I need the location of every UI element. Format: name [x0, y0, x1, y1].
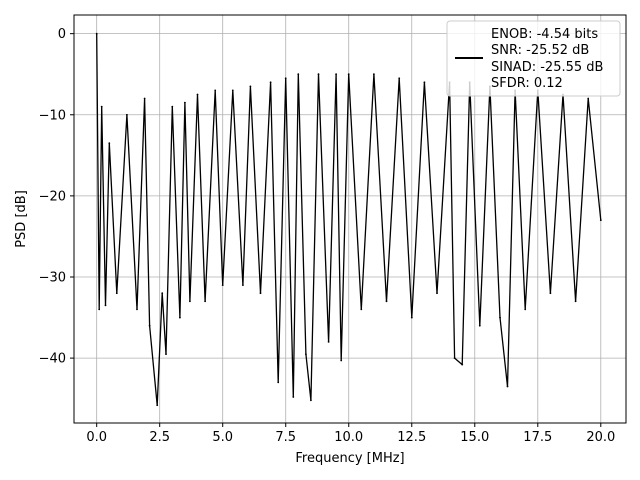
psd-data-point — [277, 381, 280, 384]
y-tick-label: −40 — [39, 352, 66, 367]
psd-data-point — [136, 308, 138, 311]
x-tick-label: 0.0 — [86, 430, 107, 445]
psd-data-point — [335, 73, 337, 76]
psd-data-point — [126, 113, 128, 116]
legend-entry-snr: SNR: -25.52 dB — [491, 43, 589, 58]
psd-data-point — [284, 77, 287, 80]
legend-box — [446, 20, 621, 97]
psd-data-point — [310, 399, 312, 402]
psd-data-point — [165, 353, 167, 355]
psd-data-point — [327, 341, 330, 343]
x-axis-label: Frequency [MHz] — [295, 451, 404, 466]
plot-frame — [73, 14, 627, 424]
psd-data-point — [587, 97, 590, 100]
psd-data-point — [179, 316, 181, 319]
x-tick-label: 15.0 — [460, 430, 489, 445]
legend-entry-enob: ENOB: -4.54 bits — [491, 27, 598, 42]
x-tick-label: 12.5 — [397, 430, 426, 445]
x-tick-label: 17.5 — [523, 430, 552, 445]
psd-data-point — [189, 300, 191, 303]
x-tick-label: 7.5 — [275, 430, 296, 445]
psd-data-point — [506, 385, 509, 388]
x-tick-label: 5.0 — [212, 430, 233, 445]
legend-entry-sinad: SINAD: -25.55 dB — [491, 60, 603, 75]
psd-data-point — [100, 105, 103, 108]
psd-data-point — [524, 308, 527, 311]
psd-data-point — [410, 316, 413, 319]
psd-data-point — [95, 32, 98, 35]
psd-data-point — [98, 308, 101, 311]
x-axis-ticks: 0.0 2.5 5.0 7.5 10.0 12.5 15.0 17.5 20.0 — [86, 423, 615, 445]
psd-data-point — [423, 81, 426, 84]
psd-series-line — [96, 33, 602, 406]
psd-data-point — [196, 93, 199, 96]
x-tick-label: 20.0 — [586, 430, 615, 445]
psd-data-point — [360, 308, 363, 311]
psd-data-point — [269, 81, 272, 84]
psd-data-point — [231, 89, 234, 92]
psd-data-point — [478, 324, 481, 327]
psd-data-point — [297, 73, 300, 76]
psd-data-point — [115, 292, 118, 295]
psd-data-point — [249, 85, 252, 88]
psd-data-point — [148, 324, 151, 327]
psd-data-point — [340, 359, 343, 362]
psd-data-point — [143, 97, 146, 100]
x-tick-label: 2.5 — [149, 430, 170, 445]
psd-data-point — [221, 284, 224, 286]
psd-data-point — [108, 142, 111, 145]
psd-data-point — [453, 357, 456, 359]
psd-data-point — [398, 77, 401, 80]
legend-entry-sfdr: SFDR: 0.12 — [491, 76, 563, 91]
psd-data-point — [436, 292, 438, 295]
psd-data-point — [549, 292, 552, 295]
x-tick-label: 10.0 — [334, 430, 363, 445]
psd-data-point — [317, 73, 320, 76]
psd-data-point — [259, 292, 262, 295]
psd-data-point — [305, 353, 307, 355]
psd-data-point — [156, 404, 159, 407]
y-tick-label: −20 — [39, 189, 66, 204]
psd-data-point — [184, 101, 186, 104]
psd-data-point — [242, 284, 244, 286]
y-axis-ticks: 0 −10 −20 −30 −40 — [39, 27, 74, 367]
psd-data-point — [385, 300, 388, 303]
psd-line-layer — [95, 32, 602, 407]
psd-data-point — [347, 73, 350, 76]
y-tick-label: −10 — [39, 108, 66, 123]
y-axis-label: PSD [dB] — [14, 190, 29, 248]
psd-data-point — [204, 300, 207, 303]
y-tick-label: −30 — [39, 270, 66, 285]
psd-data-point — [292, 396, 295, 398]
psd-data-point — [499, 316, 501, 319]
psd-data-point — [599, 219, 602, 222]
psd-data-point — [214, 89, 217, 92]
psd-data-point — [161, 292, 164, 295]
psd-data-point — [171, 105, 174, 108]
y-tick-label: 0 — [58, 27, 66, 42]
legend: ENOB: -4.54 bits SNR: -25.52 dB SINAD: -… — [446, 20, 621, 97]
psd-data-point — [574, 300, 577, 303]
psd-data-point — [373, 73, 375, 76]
psd-data-point — [104, 304, 107, 307]
psd-data-point — [461, 363, 464, 366]
